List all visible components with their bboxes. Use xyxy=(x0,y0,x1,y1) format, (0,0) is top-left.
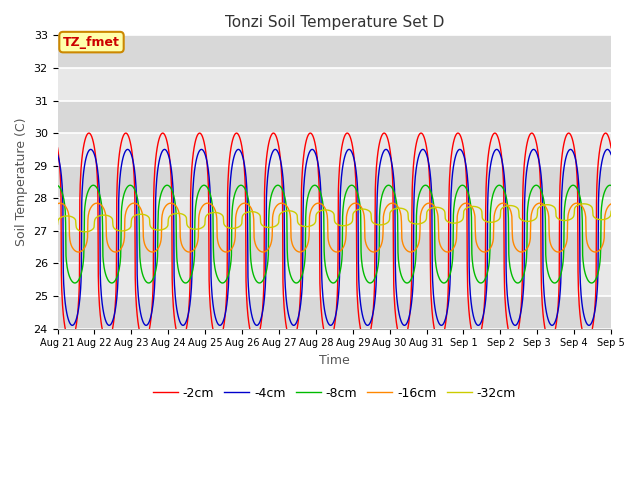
-2cm xyxy=(421,137,429,143)
-4cm xyxy=(607,152,615,157)
-2cm xyxy=(54,145,61,151)
Title: Tonzi Soil Temperature Set D: Tonzi Soil Temperature Set D xyxy=(225,15,444,30)
-32cm xyxy=(81,229,89,235)
-2cm xyxy=(239,148,246,154)
-8cm xyxy=(164,182,172,188)
-16cm xyxy=(493,204,501,210)
-2cm xyxy=(399,339,406,345)
-8cm xyxy=(108,280,116,286)
Bar xyxy=(58,133,611,166)
-32cm xyxy=(177,211,185,216)
-8cm xyxy=(493,183,501,189)
-16cm xyxy=(444,249,451,255)
Text: TZ_fmet: TZ_fmet xyxy=(63,36,120,48)
-4cm xyxy=(421,148,429,154)
-2cm xyxy=(380,130,388,136)
Line: -4cm: -4cm xyxy=(58,149,611,325)
-16cm xyxy=(607,201,615,207)
-8cm xyxy=(239,183,247,189)
Line: -16cm: -16cm xyxy=(58,203,611,252)
-8cm xyxy=(421,182,429,188)
Line: -8cm: -8cm xyxy=(58,185,611,283)
-8cm xyxy=(177,276,185,282)
-8cm xyxy=(54,182,61,188)
Bar xyxy=(58,36,611,68)
-2cm xyxy=(163,139,171,145)
-8cm xyxy=(542,258,550,264)
-32cm xyxy=(607,208,615,214)
-16cm xyxy=(420,203,428,209)
-32cm xyxy=(164,223,172,229)
-16cm xyxy=(163,202,171,207)
Line: -2cm: -2cm xyxy=(58,133,611,342)
-4cm xyxy=(493,146,501,152)
-32cm xyxy=(420,219,428,225)
Bar xyxy=(58,231,611,264)
-8cm xyxy=(126,182,134,188)
-16cm xyxy=(177,237,184,243)
-32cm xyxy=(580,201,588,207)
-4cm xyxy=(54,152,61,157)
-16cm xyxy=(54,201,61,207)
-32cm xyxy=(239,212,247,218)
Bar xyxy=(58,264,611,296)
-2cm xyxy=(177,339,184,345)
-4cm xyxy=(163,149,171,155)
-16cm xyxy=(542,205,550,211)
-32cm xyxy=(493,218,500,224)
-32cm xyxy=(54,221,61,227)
Bar xyxy=(58,100,611,133)
-4cm xyxy=(177,320,184,326)
-4cm xyxy=(542,308,550,313)
Bar xyxy=(58,68,611,100)
-8cm xyxy=(607,182,615,188)
-16cm xyxy=(462,200,470,206)
Bar xyxy=(58,166,611,198)
-16cm xyxy=(239,201,246,206)
-4cm xyxy=(290,323,298,328)
Legend: -2cm, -4cm, -8cm, -16cm, -32cm: -2cm, -4cm, -8cm, -16cm, -32cm xyxy=(148,382,521,405)
-2cm xyxy=(493,132,501,138)
-2cm xyxy=(542,331,550,337)
Bar xyxy=(58,296,611,329)
X-axis label: Time: Time xyxy=(319,354,349,367)
Y-axis label: Soil Temperature (C): Soil Temperature (C) xyxy=(15,118,28,246)
-4cm xyxy=(239,153,246,159)
-2cm xyxy=(607,145,615,151)
-32cm xyxy=(542,202,550,207)
Line: -32cm: -32cm xyxy=(58,204,611,232)
Bar xyxy=(58,198,611,231)
-4cm xyxy=(271,146,279,152)
